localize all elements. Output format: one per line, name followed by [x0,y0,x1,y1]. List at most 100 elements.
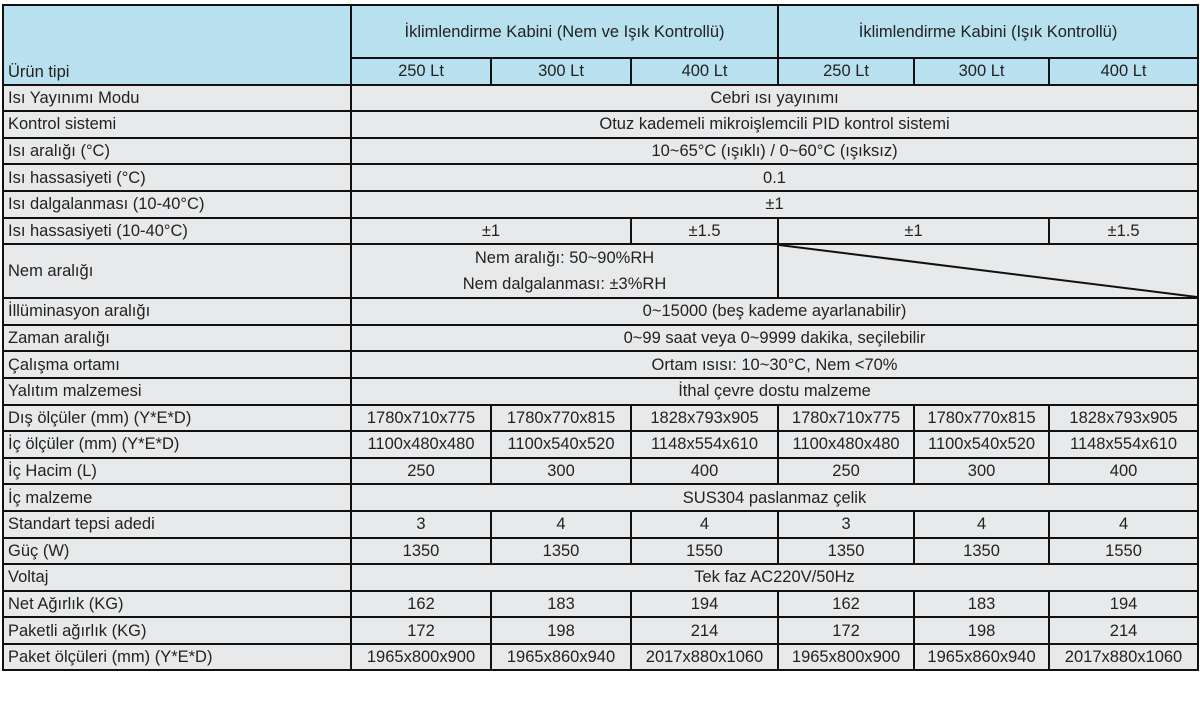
row-label: Güç (W) [2,536,352,566]
table-row: Net Ağırlık (KG) 162 183 194 162 183 194 [2,589,1200,619]
value-cell: 1148x554x610 [629,430,780,459]
value-cell: Nem aralığı: 50~90%RH Nem dalgalanması: ±… [349,243,780,300]
not-applicable-cell [777,243,1200,300]
row-label: Voltaj [2,563,352,592]
row-label: Paket ölçüleri (mm) (Y*E*D) [2,642,352,672]
value-cell: 400 [1048,456,1200,486]
value-cell: 3 [350,509,492,539]
value-cell: Otuz kademeli mikroişlemcili PID kontrol… [349,110,1200,139]
value-cell: 1965x800x900 [350,642,492,672]
row-label: Net Ağırlık (KG) [2,589,352,619]
table-row: Kontrol sistemi Otuz kademeli mikroişlemc… [2,110,1200,139]
table-row: Isı aralığı (°C) 10~65°C (ışıklı) / 0~60°… [2,136,1200,166]
value-cell: 10~65°C (ışıklı) / 0~60°C (ışıksız) [349,136,1200,166]
table-row: Standart tepsi adedi 3 4 4 3 4 4 [2,509,1200,539]
table-row: İç malzeme SUS304 paslanmaz çelik [2,483,1200,512]
value-cell: 198 [490,616,632,645]
value-cell: 250 [350,456,492,486]
value-cell: ±1.5 [1048,216,1200,246]
value-cell: 4 [1048,509,1200,539]
value-cell: ±1 [349,189,1200,219]
value-cell: 1100x540x520 [490,430,632,459]
row-label: İllüminasyon aralığı [2,297,352,326]
value-cell: 1780x770x815 [490,403,632,433]
group-header-humidity-light: İklimlendirme Kabini (Nem ve Işık Kontro… [349,4,780,59]
value-cell: İthal çevre dostu malzeme [349,376,1200,406]
value-cell: 1828x793x905 [1048,403,1200,433]
value-cell: ±1.5 [629,216,780,246]
row-label: Isı aralığı (°C) [2,136,352,166]
value-cell: 214 [629,616,780,645]
value-cell: 1350 [913,536,1051,566]
table-row: Paket ölçüleri (mm) (Y*E*D) 1965x800x900 1… [2,642,1200,672]
table-row: Güç (W) 1350 1350 1550 1350 1350 1550 [2,536,1200,566]
value-cell: 250 [777,456,916,486]
size-header: 300 Lt [913,57,1051,86]
table-row: Zaman aralığı 0~99 saat veya 0~9999 dakik… [2,323,1200,353]
value-cell: 214 [1048,616,1200,645]
size-header: 400 Lt [1048,57,1200,86]
row-label: İç malzeme [2,483,352,512]
value-cell: 300 [490,456,632,486]
value-cell: 1350 [490,536,632,566]
value-cell: 194 [1048,589,1200,619]
row-label: Isı hassasiyeti (°C) [2,163,352,192]
value-cell: 1100x480x480 [350,430,492,459]
value-cell: 0~99 saat veya 0~9999 dakika, seçilebili… [349,323,1200,353]
size-header: 250 Lt [350,57,492,86]
row-label: Isı dalgalanması (10-40°C) [2,189,352,219]
value-cell: 1780x770x815 [913,403,1051,433]
value-line: Nem dalgalanması: ±3%RH [462,275,667,294]
size-header: 250 Lt [777,57,916,86]
value-cell: 1350 [777,536,916,566]
row-label: Standart tepsi adedi [2,509,352,539]
header-row-sizes: 250 Lt 300 Lt 400 Lt 250 Lt 300 Lt 400 L… [3,57,1200,86]
value-cell: 183 [490,589,632,619]
row-label: Yalıtım malzemesi [2,376,352,406]
table-row: Yalıtım malzemesi İthal çevre dostu malze… [2,376,1200,406]
value-cell: 172 [350,616,492,645]
table-row: Voltaj Tek faz AC220V/50Hz [2,563,1200,592]
value-cell: 0~15000 (beş kademe ayarlanabilir) [349,297,1200,326]
table-row: Çalışma ortamı Ortam ısısı: 10~30°C, Nem … [2,350,1200,379]
value-cell: 4 [490,509,632,539]
value-cell: 1965x860x940 [913,642,1051,672]
row-label: Nem aralığı [2,243,352,300]
row-label: Isı Yayınımı Modu [2,83,352,113]
value-cell: 3 [777,509,916,539]
value-cell: 198 [913,616,1051,645]
table-row: İllüminasyon aralığı 0~15000 (beş kademe … [2,297,1200,326]
value-cell: 1550 [1048,536,1200,566]
table-row: İç Hacim (L) 250 300 400 250 300 400 [2,456,1200,486]
table-row: Isı hassasiyeti (10-40°C) ±1 ±1.5 ±1 ±1.5 [2,216,1200,246]
value-cell: 1780x710x775 [777,403,916,433]
header-row-groups: Ürün tipi İklimlendirme Kabini (Nem ve I… [2,4,1200,86]
table-row: Paketli ağırlık (KG) 172 198 214 172 198 214 [2,616,1200,645]
table-row: Dış ölçüler (mm) (Y*E*D) 1780x710x775 1780… [2,403,1200,433]
value-cell: 1350 [350,536,492,566]
table-row: Isı hassasiyeti (°C) 0.1 [2,163,1200,192]
value-cell: 4 [629,509,780,539]
value-cell: 162 [777,589,916,619]
value-cell: 300 [913,456,1051,486]
value-cell: 183 [913,589,1051,619]
value-cell: 0.1 [349,163,1200,192]
row-label: İç ölçüler (mm) (Y*E*D) [2,430,352,459]
row-label: Dış ölçüler (mm) (Y*E*D) [2,403,352,433]
value-cell: 400 [629,456,780,486]
value-cell: 194 [629,589,780,619]
row-label: Çalışma ortamı [2,350,352,379]
value-cell: 4 [913,509,1051,539]
size-header: 300 Lt [490,57,632,86]
value-cell: 172 [777,616,916,645]
value-cell: 1965x860x940 [490,642,632,672]
value-line: Nem aralığı: 50~90%RH [474,249,655,268]
value-cell: 162 [350,589,492,619]
value-cell: Cebri ısı yayınımı [349,83,1200,113]
group-header-light: İklimlendirme Kabini (Işık Kontrollü) [777,4,1200,59]
value-cell: 2017x880x1060 [1048,642,1200,672]
row-label: Zaman aralığı [2,323,352,353]
size-header: 400 Lt [629,57,780,86]
row-label: Kontrol sistemi [2,110,352,139]
value-cell: ±1 [350,216,632,246]
